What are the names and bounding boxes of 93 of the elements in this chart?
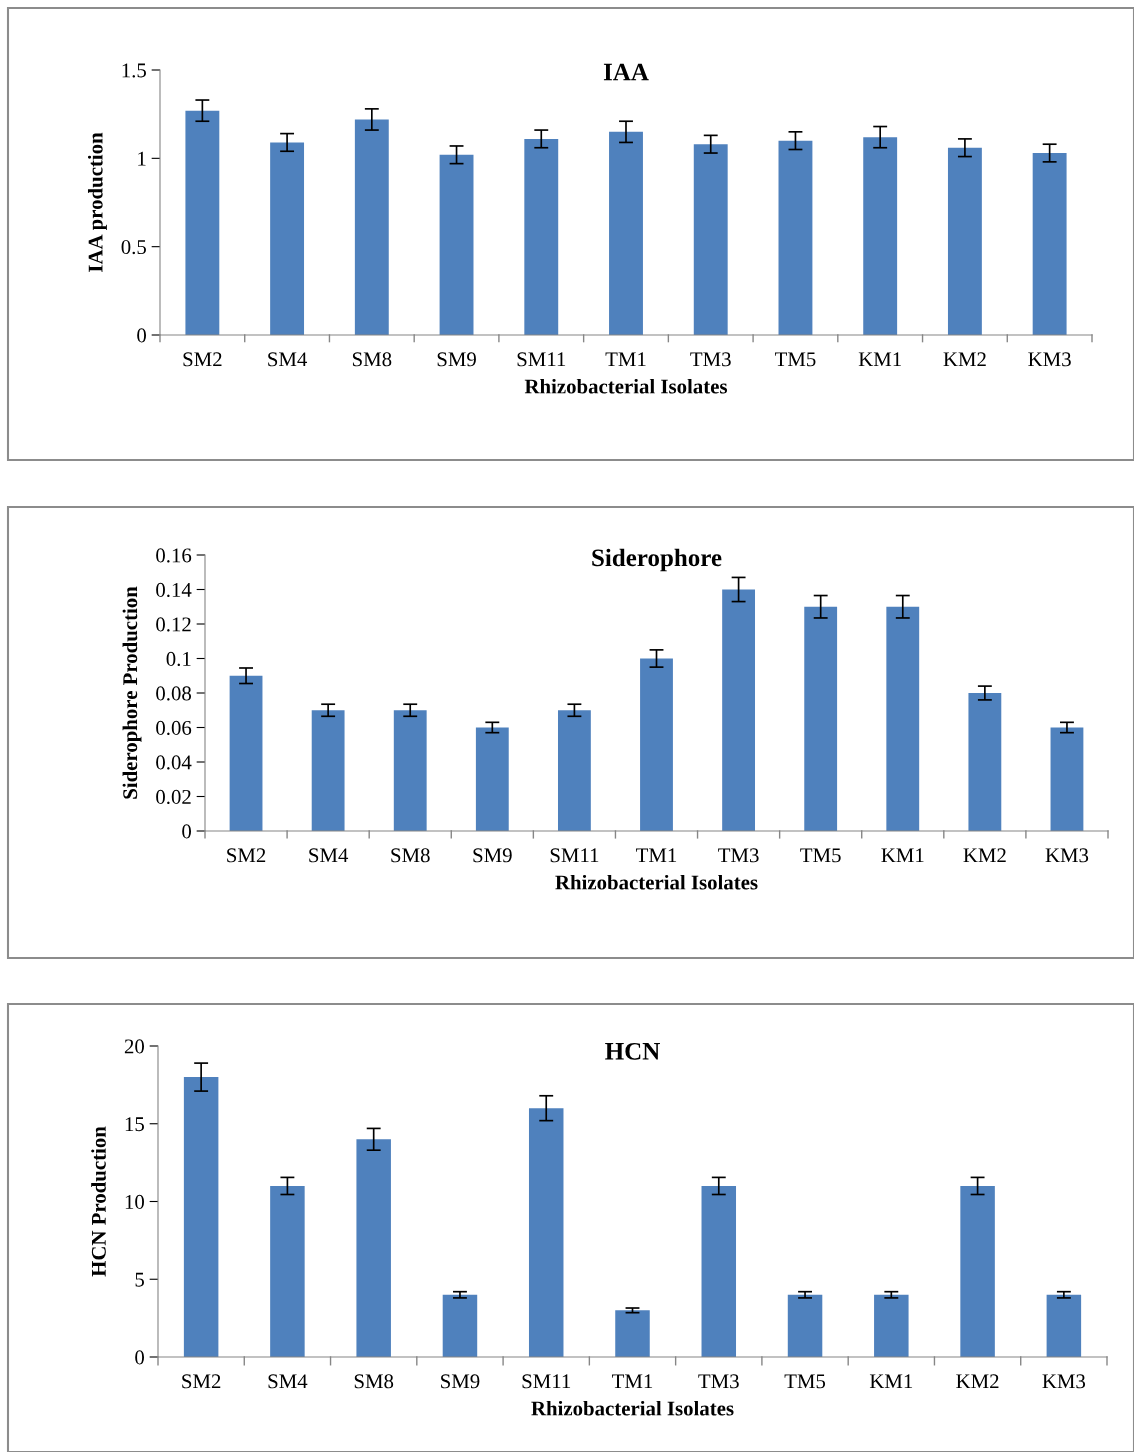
- x-axis-title: Rhizobacterial Isolates: [555, 874, 758, 890]
- bar: [778, 140, 813, 335]
- x-tick-label: SM2: [183, 352, 222, 367]
- x-tick-label: TM3: [718, 848, 759, 863]
- y-tick-label: 0: [135, 1350, 145, 1365]
- bar: [701, 1185, 737, 1357]
- y-tick-label: 5: [135, 1272, 144, 1287]
- y-tick-label: 0.08: [156, 686, 192, 701]
- bar: [960, 1185, 995, 1357]
- x-tick-label: KM1: [858, 352, 901, 367]
- x-tick-label: KM2: [963, 848, 1006, 863]
- x-tick-label: SM2: [182, 1374, 221, 1389]
- x-tick-label: KM2: [943, 352, 986, 367]
- y-axis-title: HCN Production: [91, 1126, 106, 1277]
- x-tick-label: SM8: [354, 1374, 394, 1389]
- y-tick-label: 0.12: [156, 617, 191, 632]
- y-tick-label: 10: [125, 1194, 145, 1209]
- bar: [393, 710, 427, 831]
- x-tick-label: SM4: [268, 1374, 308, 1389]
- x-tick-label: SM9: [441, 1374, 480, 1389]
- x-tick-label: KM1: [881, 848, 924, 863]
- y-tick-label: 0.5: [121, 240, 146, 255]
- bar: [874, 1294, 909, 1357]
- bar: [270, 142, 305, 335]
- y-tick-label: 0: [182, 824, 192, 839]
- y-tick-label: 20: [124, 1039, 145, 1054]
- bar: [804, 606, 838, 831]
- y-axis-title: IAA production: [87, 132, 107, 272]
- y-tick-label: 0.1: [166, 651, 191, 667]
- x-tick-label: SM9: [437, 352, 476, 367]
- bar: [1050, 727, 1084, 831]
- bar: [311, 710, 345, 831]
- bar: [947, 147, 982, 335]
- x-tick-label: SM11: [550, 848, 599, 863]
- bar: [863, 137, 898, 335]
- x-tick-label: TM5: [775, 352, 816, 367]
- x-tick-label: KM3: [1042, 1374, 1086, 1389]
- bar: [354, 119, 389, 335]
- x-tick-label: TM1: [612, 1374, 653, 1389]
- bar: [640, 658, 673, 831]
- x-tick-label: TM3: [698, 1374, 739, 1389]
- bar: [524, 138, 559, 335]
- y-tick-label: 1: [138, 151, 146, 166]
- bar: [1032, 153, 1067, 335]
- x-tick-label: SM8: [391, 848, 430, 863]
- x-tick-label: TM1: [636, 848, 677, 863]
- chart-title: Siderophore: [592, 548, 722, 572]
- x-tick-label: TM3: [690, 352, 731, 367]
- x-tick-label: SM4: [309, 848, 349, 863]
- y-tick-label: 1.5: [122, 63, 146, 78]
- chart-title: IAA: [603, 63, 649, 81]
- bar: [442, 1294, 478, 1357]
- y-tick-label: 0.14: [156, 582, 192, 598]
- bar: [439, 154, 474, 335]
- x-tick-label: KM3: [1028, 352, 1071, 367]
- bar: [722, 589, 756, 831]
- x-tick-label: SM4: [268, 352, 308, 367]
- bar: [886, 606, 920, 831]
- bar: [609, 131, 643, 335]
- x-tick-label: SM9: [473, 848, 512, 863]
- bar: [557, 710, 591, 831]
- x-tick-label: SM11: [517, 352, 566, 367]
- bar: [968, 693, 1002, 831]
- y-tick-label: 0: [137, 328, 147, 343]
- x-tick-label: KM1: [869, 1374, 913, 1389]
- bar: [229, 675, 263, 831]
- bar: [185, 110, 220, 335]
- x-tick-label: TM5: [800, 848, 841, 863]
- bar: [693, 144, 728, 335]
- bar: [183, 1077, 219, 1357]
- x-tick-label: SM2: [227, 848, 266, 863]
- bar: [787, 1294, 823, 1357]
- bar: [528, 1108, 564, 1357]
- bar: [615, 1310, 650, 1357]
- bar: [270, 1185, 305, 1357]
- x-tick-label: KM3: [1045, 848, 1089, 863]
- y-axis-title: Siderophore Production: [122, 586, 142, 799]
- y-tick-label: 0.02: [156, 789, 191, 805]
- y-tick-label: 0.16: [156, 548, 192, 563]
- bar: [356, 1139, 391, 1357]
- x-tick-label: TM1: [605, 352, 646, 367]
- y-tick-label: 0.06: [156, 720, 192, 736]
- x-tick-label: TM5: [784, 1374, 826, 1389]
- bar: [475, 727, 509, 831]
- bar: [1046, 1294, 1082, 1357]
- x-tick-label: KM2: [956, 1374, 999, 1389]
- y-tick-label: 15: [125, 1117, 144, 1132]
- x-axis-title: Rhizobacterial Isolates: [531, 1400, 734, 1416]
- chart-title: HCN: [605, 1042, 660, 1060]
- x-tick-label: SM8: [352, 352, 392, 367]
- y-tick-label: 0.04: [156, 755, 192, 770]
- x-tick-label: SM11: [522, 1374, 571, 1389]
- x-axis-title: Rhizobacterial Isolates: [524, 378, 728, 394]
